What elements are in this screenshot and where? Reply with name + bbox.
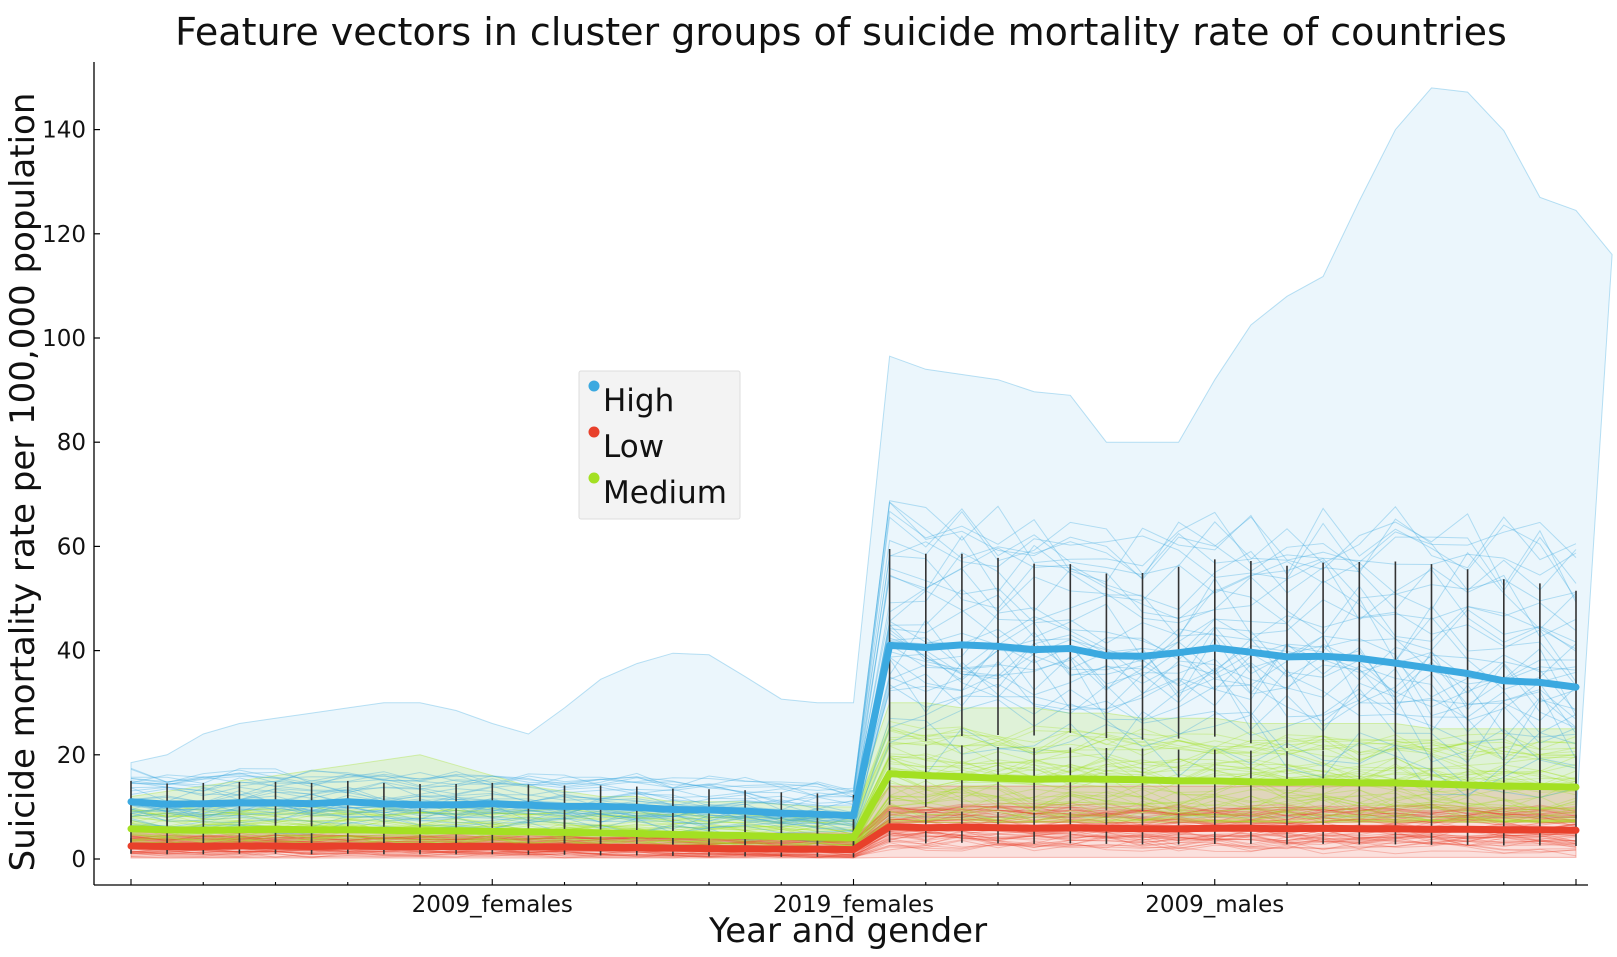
y-tick-label: 40 <box>57 639 86 665</box>
y-tick-label: 120 <box>42 222 86 248</box>
y-tick-label: 0 <box>71 847 86 873</box>
country-line-high <box>130 501 1577 798</box>
cluster-mean-lines <box>127 641 1580 854</box>
country-line-high <box>131 510 1577 791</box>
country-line-low <box>130 842 1577 859</box>
y-tick-label: 100 <box>42 326 86 352</box>
y-tick-label: 20 <box>57 743 86 769</box>
legend-label-high: High <box>603 383 674 419</box>
x-tick-label: 2009_females <box>412 892 573 918</box>
y-axis-label: Suicide mortality rate per 100,000 popul… <box>3 93 43 872</box>
legend-marker-high <box>588 380 600 392</box>
axes <box>93 62 1588 886</box>
mean-line-medium <box>127 770 1580 842</box>
legend-marker-low <box>588 426 600 438</box>
legend-marker-medium <box>588 472 600 484</box>
country-line-high <box>130 518 1577 797</box>
legend: High Low Medium <box>578 370 741 520</box>
country-line-high <box>130 506 1577 796</box>
legend-label-low: Low <box>603 429 664 465</box>
mean-line-high <box>127 641 1580 820</box>
country-line-low <box>130 832 1577 859</box>
axis-ticks: 0 20 40 60 80 100 120 140 2009_females 2019_femal… <box>42 118 1577 918</box>
legend-label-medium: Medium <box>603 475 727 511</box>
country-line-low <box>130 839 1577 859</box>
country-line-low <box>130 834 1577 859</box>
legend-box <box>578 370 741 520</box>
country-line-high <box>130 501 1577 794</box>
y-tick-label: 60 <box>57 534 86 560</box>
mean-line-low <box>127 823 1580 854</box>
x-tick-label: 2009_males <box>1145 892 1284 918</box>
x-axis-label: Year and gender <box>708 911 987 951</box>
x-tick-label: 2019_females <box>773 892 934 918</box>
y-tick-label: 80 <box>57 430 86 456</box>
chart-title: Feature vectors in cluster groups of sui… <box>175 10 1507 54</box>
country-line-high <box>130 500 1577 793</box>
y-tick-label: 140 <box>42 118 86 144</box>
